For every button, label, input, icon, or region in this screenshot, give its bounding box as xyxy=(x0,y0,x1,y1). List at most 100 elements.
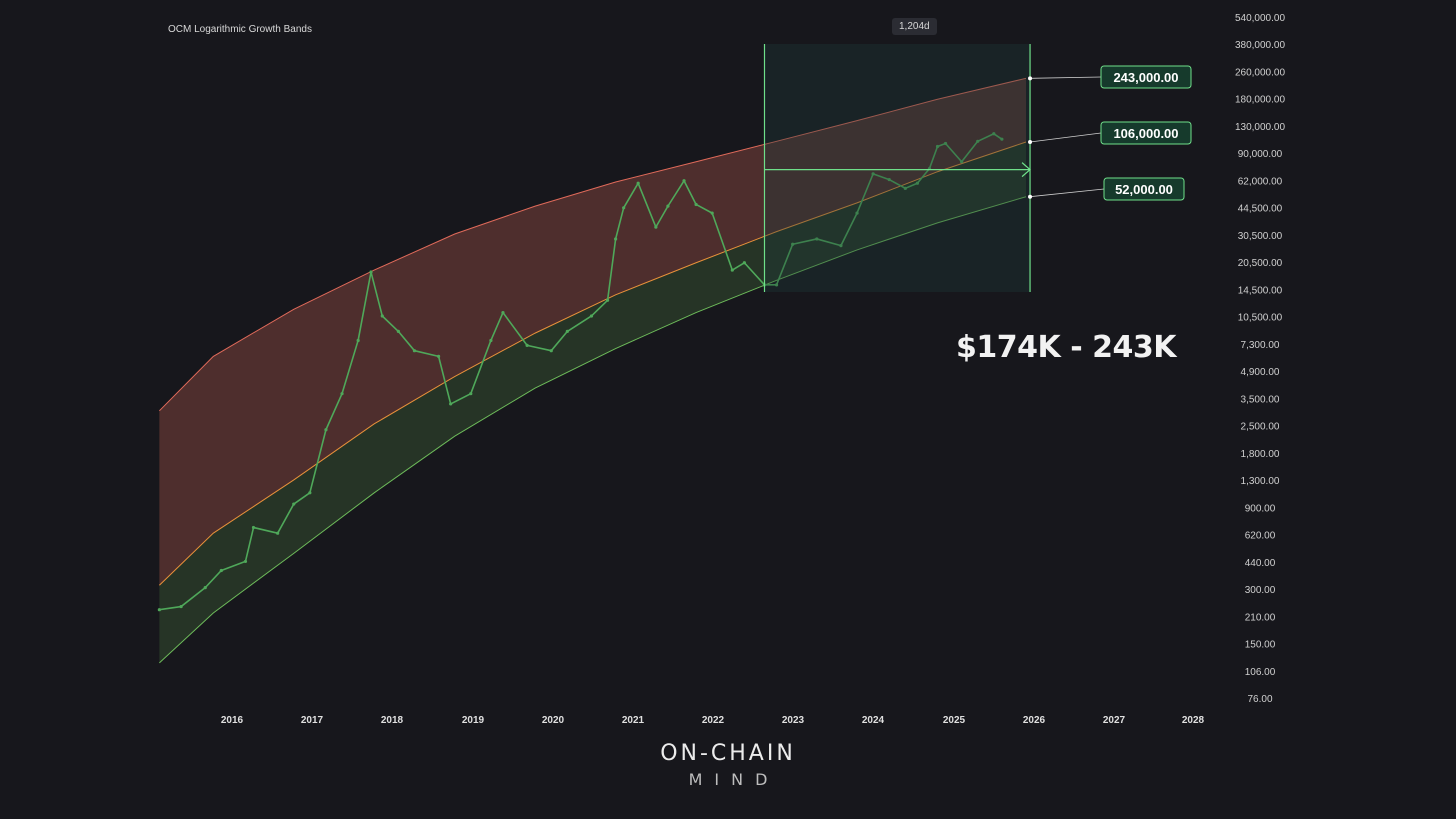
y-tick-label: 1,300.00 xyxy=(1241,476,1280,487)
price-tag-box xyxy=(1100,121,1192,145)
btc-price-point xyxy=(976,139,980,143)
y-tick-label: 900.00 xyxy=(1245,503,1276,514)
btc-price-point xyxy=(654,225,658,229)
btc-price-point xyxy=(369,270,373,274)
btc-price-point xyxy=(469,392,473,396)
price-layer xyxy=(157,132,1004,612)
btc-price-point xyxy=(219,568,223,573)
btc-price-point xyxy=(815,237,819,241)
btc-price-point xyxy=(251,525,256,530)
btc-price-point xyxy=(549,349,553,353)
btc-price-point xyxy=(943,141,948,146)
btc-price-point xyxy=(412,349,417,353)
measure-duration-badge: 1,204d xyxy=(892,18,937,35)
btc-price-point xyxy=(839,244,843,248)
btc-price-point xyxy=(791,242,795,246)
y-tick-label: 1,800.00 xyxy=(1241,449,1280,460)
x-tick-label: 2020 xyxy=(542,715,565,726)
btc-price-point xyxy=(960,160,964,164)
btc-price-point xyxy=(380,314,384,318)
brand-subname: MIND xyxy=(688,770,780,789)
btc-price-point xyxy=(903,186,907,190)
y-tick-label: 76.00 xyxy=(1247,694,1272,705)
btc-price-point xyxy=(742,261,746,265)
btc-price-point xyxy=(565,329,569,333)
btc-price-point xyxy=(682,179,686,183)
x-tick-label: 2017 xyxy=(301,715,324,726)
y-axis: 540,000.00 380,000.00 260,000.00 180,000.00… xyxy=(1235,13,1285,705)
btc-price-point xyxy=(694,202,698,207)
x-tick-label: 2023 xyxy=(782,715,805,726)
btc-price-point xyxy=(396,329,400,333)
price-tag-box xyxy=(1103,177,1185,201)
y-tick-label: 440.00 xyxy=(1245,558,1276,569)
band-layer xyxy=(159,77,1027,664)
price-range-callout: $174K - 243K xyxy=(956,330,1176,365)
btc-price-point xyxy=(292,502,296,506)
btc-price-point xyxy=(276,531,280,535)
x-tick-label: 2027 xyxy=(1103,715,1126,726)
x-tick-label: 2019 xyxy=(462,715,485,726)
price-tag-box xyxy=(1100,65,1192,89)
chart-title: OCM Logarithmic Growth Bands xyxy=(168,24,312,35)
btc-price-point xyxy=(436,354,441,358)
y-tick-label: 106.00 xyxy=(1245,667,1276,678)
btc-price-point xyxy=(308,491,312,495)
y-tick-label: 2,500.00 xyxy=(1241,422,1280,433)
y-tick-label: 7,300.00 xyxy=(1241,340,1280,351)
btc-price-point xyxy=(622,206,626,210)
y-tick-label: 150.00 xyxy=(1245,640,1276,651)
price-tag-label: 52,000.00 xyxy=(1115,182,1173,197)
price-tag-label: 106,000.00 xyxy=(1113,126,1178,141)
y-tick-label: 10,500.00 xyxy=(1238,313,1283,324)
btc-price-point xyxy=(730,268,734,272)
y-tick-label: 14,500.00 xyxy=(1238,285,1283,296)
x-axis: 2016 2017 2018 2019 2020 2021 2022 2023 2024 2025… xyxy=(221,715,1205,726)
btc-price-point xyxy=(449,402,453,406)
upper-band-line xyxy=(159,77,1027,412)
btc-price-point xyxy=(179,604,183,609)
btc-price-point xyxy=(855,211,859,215)
measure-arrow-icon xyxy=(1021,162,1031,178)
measure-range-shade xyxy=(764,44,1031,292)
y-tick-label: 130,000.00 xyxy=(1235,122,1285,133)
y-tick-label: 3,500.00 xyxy=(1241,394,1280,405)
price-tag-leader xyxy=(1029,132,1102,143)
btc-price-point xyxy=(203,586,207,590)
x-tick-label: 2026 xyxy=(1023,715,1046,726)
btc-price-point xyxy=(636,181,640,185)
price-tag-dot xyxy=(1028,76,1033,81)
x-tick-label: 2021 xyxy=(622,715,645,726)
x-tick-label: 2018 xyxy=(381,715,404,726)
x-tick-label: 2025 xyxy=(943,715,966,726)
y-tick-label: 30,500.00 xyxy=(1238,231,1283,242)
btc-price-point xyxy=(324,428,328,432)
price-tag-leader xyxy=(1029,188,1105,198)
price-tag-leader xyxy=(1030,76,1102,79)
mid-band-line xyxy=(159,141,1027,586)
y-tick-label: 540,000.00 xyxy=(1235,13,1285,24)
y-tick-label: 4,900.00 xyxy=(1241,367,1280,378)
price-tag-label: 243,000.00 xyxy=(1113,70,1178,85)
price-tag-dot xyxy=(1028,140,1033,145)
x-tick-label: 2022 xyxy=(702,715,725,726)
btc-price-point xyxy=(525,343,529,347)
btc-price-point xyxy=(935,144,940,149)
y-tick-label: 62,000.00 xyxy=(1238,176,1283,187)
lower-band-line xyxy=(159,196,1027,664)
y-tick-label: 44,500.00 xyxy=(1238,204,1283,215)
measure-layer xyxy=(763,44,1031,292)
btc-price-point xyxy=(614,237,618,241)
y-tick-label: 260,000.00 xyxy=(1235,67,1285,78)
y-tick-label: 210.00 xyxy=(1245,612,1276,623)
y-tick-label: 90,000.00 xyxy=(1238,149,1283,160)
btc-price-point xyxy=(710,211,714,215)
btc-price-point xyxy=(340,392,344,396)
btc-price-point xyxy=(1000,137,1004,141)
price-tag-dot xyxy=(1028,194,1033,199)
btc-price-point xyxy=(243,559,248,564)
btc-price-point xyxy=(887,177,891,182)
y-tick-label: 180,000.00 xyxy=(1235,95,1285,106)
btc-price-point xyxy=(501,310,505,315)
